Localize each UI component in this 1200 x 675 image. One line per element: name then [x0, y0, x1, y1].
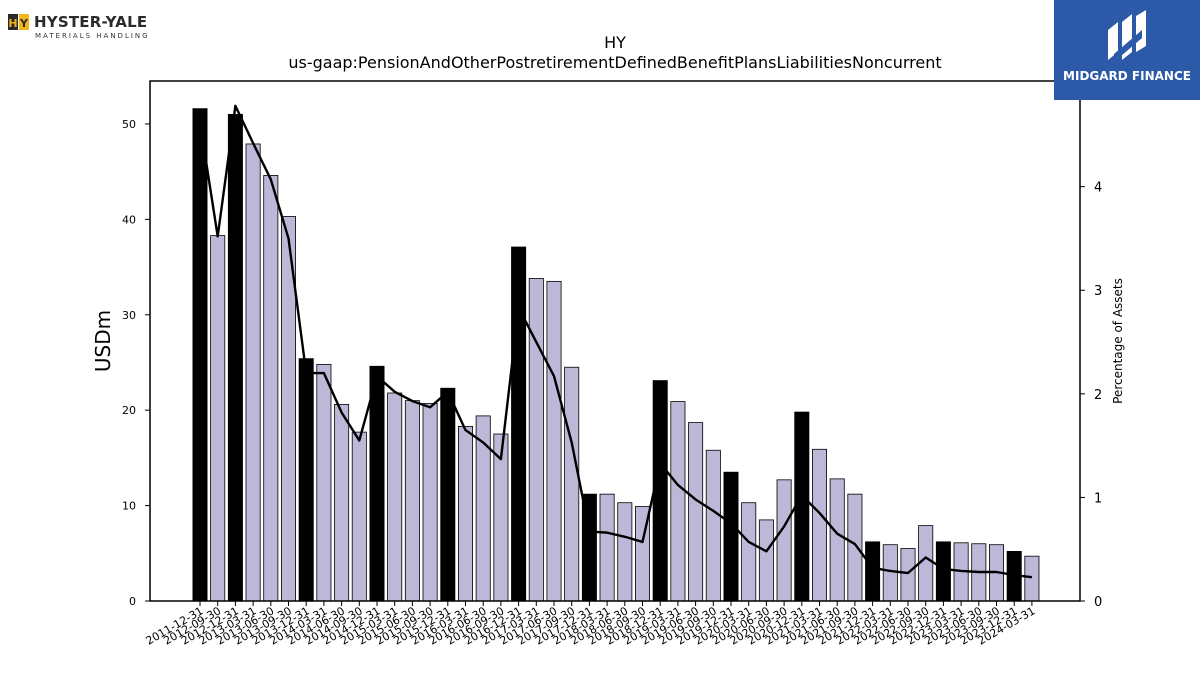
y-axis-label: USDm [91, 310, 115, 372]
y2-tick-label: 3 [1094, 284, 1102, 299]
bar-2018-12-31 [688, 422, 704, 602]
y2-tick-label: 0 [1094, 595, 1102, 610]
plot-frame [149, 80, 1081, 602]
bar-2012-09-30 [245, 143, 261, 602]
bar-2019-03-31 [705, 449, 721, 602]
y-tick-label: 50 [122, 118, 136, 131]
bar-2016-09-30 [528, 278, 544, 602]
bar-2020-06-30 [794, 411, 810, 602]
bar-series [192, 108, 1040, 602]
bar-2017-03-31 [564, 366, 580, 602]
bar-2019-12-31 [758, 519, 774, 602]
bar-2014-03-31 [351, 431, 367, 602]
bar-2017-12-31 [617, 502, 633, 602]
chart-subtitle: us-gaap:PensionAndOtherPostretirementDef… [288, 53, 941, 72]
bar-2021-12-31 [900, 548, 916, 602]
logo-left-sub: MATERIALS HANDLING [35, 32, 150, 40]
bar-2021-09-30 [882, 544, 898, 602]
logo-left-name: HYSTER-YALE [34, 13, 148, 31]
y2-tick-label: 4 [1094, 181, 1102, 196]
y-axis-left: 0 10 20 30 40 50 [122, 118, 150, 608]
bar-2015-09-30 [457, 425, 473, 602]
bar-2015-06-30 [440, 387, 456, 602]
bar-2020-09-30 [812, 448, 828, 602]
bar-2016-12-31 [546, 280, 562, 602]
bar-2022-06-30 [935, 541, 951, 602]
y2-tick-label: 1 [1094, 491, 1102, 506]
svg-text:Y: Y [19, 17, 29, 30]
chart-title: HY [604, 33, 626, 52]
hyster-yale-logo: H Y HYSTER-YALE MATERIALS HANDLING [8, 10, 158, 44]
midgard-logo-icon [1108, 10, 1146, 62]
bar-2014-09-30 [387, 392, 403, 602]
bar-2019-06-30 [723, 471, 739, 602]
bar-2020-03-31 [776, 479, 792, 602]
bar-2014-12-31 [404, 400, 420, 602]
y2-tick-label: 2 [1094, 388, 1102, 403]
x-axis: 2011-12-312012-09-302012-12-312013-03-31… [144, 601, 1037, 648]
bar-2013-06-30 [298, 358, 314, 602]
bar-2018-09-30 [670, 401, 686, 602]
bar-2011-12-31 [192, 108, 208, 602]
bar-2014-06-30 [369, 365, 385, 602]
y2-axis-label: Percentage of Assets [1111, 278, 1125, 404]
bar-2013-09-30 [316, 363, 332, 602]
y-tick-label: 40 [122, 213, 136, 226]
y-tick-label: 10 [122, 500, 136, 513]
y-axis-right: 0 1 2 3 4 [1080, 181, 1102, 610]
percentage-line [198, 104, 1033, 579]
bar-2013-12-31 [334, 404, 350, 602]
bar-2021-06-30 [865, 541, 881, 602]
midgard-finance-logo: MIDGARD FINANCE [1054, 0, 1200, 100]
bar-2021-03-31 [847, 493, 863, 602]
line-series [198, 104, 1033, 579]
bar-2015-03-31 [422, 403, 438, 602]
bar-2012-06-30 [227, 113, 243, 602]
bar-2020-12-31 [829, 478, 845, 602]
y-tick-label: 30 [122, 309, 136, 322]
bar-2023-09-30 [1024, 555, 1040, 602]
logo-right-name: MIDGARD FINANCE [1063, 69, 1191, 83]
hy-logo-icon: H Y [8, 14, 29, 30]
y-tick-label: 0 [129, 595, 136, 608]
bar-2017-09-30 [599, 493, 615, 602]
bar-2019-09-30 [741, 502, 757, 602]
bar-2012-12-31 [263, 175, 279, 602]
svg-text:H: H [8, 17, 17, 30]
bar-2012-03-31 [210, 235, 226, 602]
y-tick-label: 20 [122, 404, 136, 417]
bar-2016-06-30 [511, 246, 527, 602]
